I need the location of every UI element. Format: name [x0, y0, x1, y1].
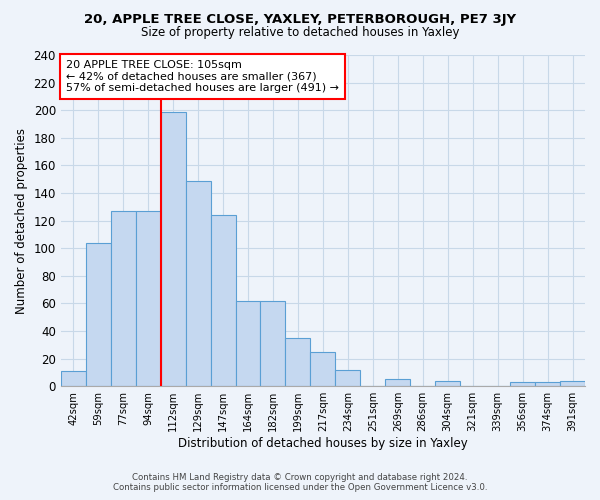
Bar — [185, 180, 211, 386]
Bar — [161, 112, 185, 386]
Bar — [260, 300, 286, 386]
Bar — [61, 371, 86, 386]
Bar — [136, 211, 161, 386]
Bar — [286, 338, 310, 386]
X-axis label: Distribution of detached houses by size in Yaxley: Distribution of detached houses by size … — [178, 437, 468, 450]
Bar — [510, 382, 535, 386]
Text: Contains HM Land Registry data © Crown copyright and database right 2024.
Contai: Contains HM Land Registry data © Crown c… — [113, 473, 487, 492]
Text: 20 APPLE TREE CLOSE: 105sqm
← 42% of detached houses are smaller (367)
57% of se: 20 APPLE TREE CLOSE: 105sqm ← 42% of det… — [66, 60, 339, 93]
Bar — [111, 211, 136, 386]
Bar — [560, 380, 585, 386]
Bar — [385, 380, 410, 386]
Bar — [310, 352, 335, 386]
Bar — [236, 300, 260, 386]
Text: Size of property relative to detached houses in Yaxley: Size of property relative to detached ho… — [141, 26, 459, 39]
Y-axis label: Number of detached properties: Number of detached properties — [15, 128, 28, 314]
Bar — [211, 215, 236, 386]
Bar — [86, 242, 111, 386]
Text: 20, APPLE TREE CLOSE, YAXLEY, PETERBOROUGH, PE7 3JY: 20, APPLE TREE CLOSE, YAXLEY, PETERBOROU… — [84, 12, 516, 26]
Bar — [435, 380, 460, 386]
Bar — [535, 382, 560, 386]
Bar — [335, 370, 361, 386]
